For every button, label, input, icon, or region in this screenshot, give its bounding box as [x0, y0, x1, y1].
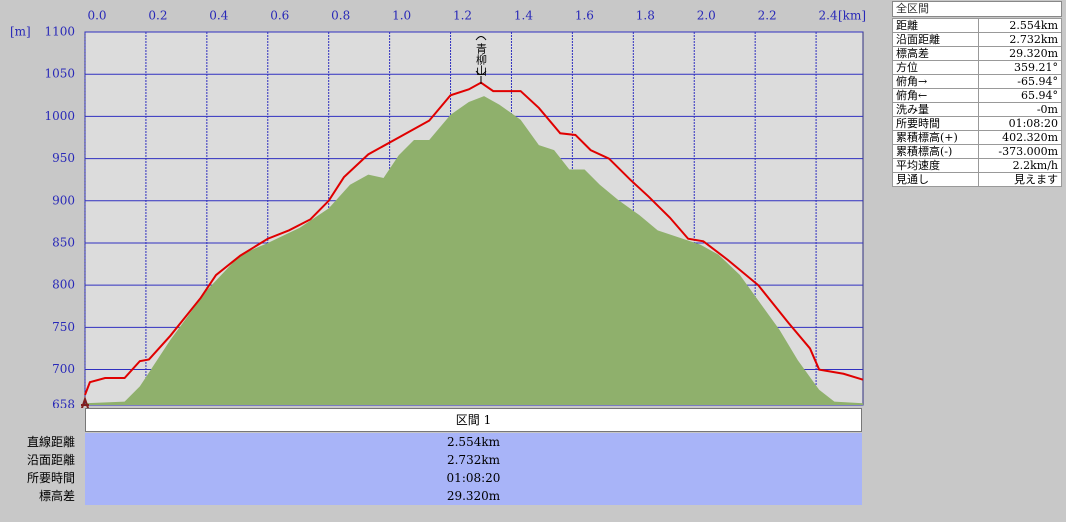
- summary-label: 俯角→: [892, 74, 979, 89]
- start-marker: [80, 395, 90, 408]
- x-tick-label: 1.8: [636, 9, 655, 23]
- section-label: 所要時間: [26, 471, 75, 485]
- section-row: 沿面距離 2.732km: [0, 451, 862, 469]
- x-tick-label: 2.2: [758, 9, 777, 23]
- route-line: [84, 81, 864, 396]
- annotation-bracket: [475, 36, 487, 75]
- summary-label: 方位: [892, 60, 979, 75]
- summary-row: 累積標高(-) -373.000m: [892, 144, 1063, 159]
- section-header[interactable]: 区間 1: [85, 408, 862, 432]
- y-tick-label: 1100: [44, 25, 75, 39]
- summary-value: 359.21°: [977, 60, 1063, 75]
- section-label: 沿面距離: [26, 453, 75, 467]
- section-value: 2.732km: [85, 451, 862, 469]
- y-tick-label: 1000: [44, 109, 75, 123]
- x-tick-label: 1.0: [392, 9, 411, 23]
- section-row: 標高差 29.320m: [0, 487, 862, 505]
- summary-value: -65.94°: [977, 74, 1063, 89]
- section-row: 直線距離 2.554km: [0, 433, 862, 451]
- x-tick-label: 1.4: [514, 9, 533, 23]
- summary-row: 方位 359.21°: [892, 60, 1063, 75]
- section-value: 2.554km: [85, 433, 862, 451]
- summary-row: 俯角← 65.94°: [892, 88, 1063, 103]
- summary-label: 標高差: [892, 46, 979, 61]
- summary-value: 見えます: [977, 172, 1063, 187]
- y-tick-label: 1050: [44, 67, 75, 81]
- x-tick-label: 1.6: [575, 9, 594, 23]
- y-tick-label: 950: [52, 151, 75, 165]
- section-value: 29.320m: [85, 487, 862, 505]
- section-label: 標高差: [38, 489, 75, 503]
- summary-label: 累積標高(+): [892, 130, 979, 145]
- section-label: 直線距離: [26, 435, 75, 449]
- profile-chart: [m] [km] 0.0 0.2 0.4 0.6 0.8 1.0 1.2 1.4 1.6 1.8 2…: [10, 9, 866, 409]
- summary-label: 所要時間: [892, 116, 979, 131]
- summary-label: 距離: [892, 18, 979, 33]
- y-tick-label: 750: [52, 320, 75, 334]
- x-tick-label: 0.6: [270, 9, 289, 23]
- summary-row: 距離 2.554km: [892, 18, 1063, 33]
- x-unit: [km]: [838, 9, 866, 23]
- x-tick-label: 0.0: [87, 9, 106, 23]
- summary-row: 沿面距離 2.732km: [892, 32, 1063, 47]
- summary-table: 距離 2.554km 沿面距離 2.732km 標高差 29.320m 方位 359.21° 俯…: [892, 18, 1063, 187]
- x-tick-label: 2.0: [697, 9, 716, 23]
- summary-row: 平均速度 2.2km/h: [892, 158, 1063, 173]
- x-tick-label: 0.2: [148, 9, 167, 23]
- summary-value: -373.000m: [977, 144, 1063, 159]
- summary-value: 2.732km: [977, 32, 1063, 47]
- peak-label: 青柳山: [475, 43, 488, 76]
- summary-value: 402.320m: [977, 130, 1063, 145]
- summary-title: 全区間: [892, 1, 1062, 17]
- y-unit: [m]: [10, 25, 31, 39]
- x-tick-label: 0.8: [331, 9, 350, 23]
- summary-label: 累積標高(-): [892, 144, 979, 159]
- summary-value: 2.554km: [977, 18, 1063, 33]
- summary-value: -0m: [977, 102, 1063, 117]
- y-tick-label: 900: [52, 193, 75, 207]
- summary-value: 65.94°: [977, 88, 1063, 103]
- summary-row: 洗み量 -0m: [892, 102, 1063, 117]
- summary-row: 見通し 見えます: [892, 172, 1063, 187]
- x-tick-label: 0.4: [209, 9, 228, 23]
- summary-label: 見通し: [892, 172, 979, 187]
- y-tick-label: 800: [52, 278, 75, 292]
- x-tick-label: 1.2: [453, 9, 472, 23]
- y-tick-label: 700: [52, 362, 75, 376]
- summary-panel: 全区間 距離 2.554km 沿面距離 2.732km 標高差 29.320m 方位 359.…: [892, 1, 1063, 187]
- summary-label: 平均速度: [892, 158, 979, 173]
- summary-row: 標高差 29.320m: [892, 46, 1063, 61]
- summary-row: 所要時間 01:08:20: [892, 116, 1063, 131]
- summary-value: 2.2km/h: [977, 158, 1063, 173]
- summary-value: 29.320m: [977, 46, 1063, 61]
- x-tick-label: 2.4: [819, 9, 838, 23]
- y-tick-label: 850: [52, 235, 75, 249]
- y-tick-label: 658: [52, 398, 75, 409]
- summary-row: 累積標高(+) 402.320m: [892, 130, 1063, 145]
- summary-row: 俯角→ -65.94°: [892, 74, 1063, 89]
- terrain-area: [85, 96, 863, 406]
- section-value: 01:08:20: [85, 469, 862, 487]
- summary-label: 洗み量: [892, 102, 979, 117]
- summary-label: 俯角←: [892, 88, 979, 103]
- summary-label: 沿面距離: [892, 32, 979, 47]
- summary-value: 01:08:20: [977, 116, 1063, 131]
- section-row: 所要時間 01:08:20: [0, 469, 862, 487]
